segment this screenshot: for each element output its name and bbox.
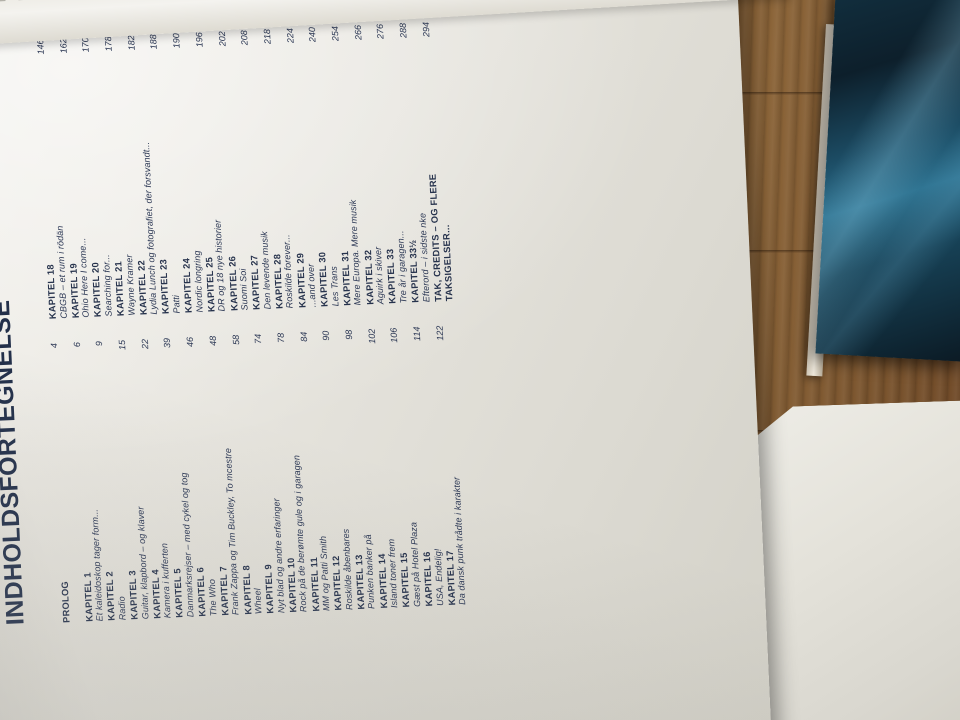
toc-entry-page-number: 98 <box>343 329 355 340</box>
toc-entry-page-number: 22 <box>139 338 151 350</box>
toc-entry-page-number: 208 <box>239 29 250 46</box>
toc-entry-page-number: 178 <box>103 36 114 52</box>
toc-entry-page-number: 240 <box>307 26 318 43</box>
toc-entry-page-number: 84 <box>298 331 309 343</box>
toc-entry-page-number: 188 <box>148 34 160 50</box>
toc-entry-chapter: KAPITEL 6 <box>195 566 208 617</box>
toc-entry-page-number: 15 <box>116 339 128 351</box>
toc-entry-page-number: 276 <box>375 23 386 40</box>
open-book-page: INDHOLDSFORTEGNELSE PROLOG 4 KAPITEL 1 Et k… <box>0 0 772 720</box>
toc-entry-subtitle: USA, Endelig! <box>432 548 445 607</box>
toc-entry-chapter: KAPITEL 8 <box>240 564 253 615</box>
toc-entry-page-number: 74 <box>252 333 264 345</box>
toc-entry-subtitle: Les Trans <box>328 265 341 307</box>
toc-entry-page-number: 6 <box>71 341 82 348</box>
toc-entry-page-number: 202 <box>216 30 228 47</box>
toc-entry-page-number: 48 <box>207 335 219 347</box>
toc-entry-subtitle: Tre år i garagen... <box>395 230 409 304</box>
toc-entry-subtitle: Punken banker på <box>363 534 377 610</box>
toc-entry-chapter: KAPITEL 2 <box>104 571 117 622</box>
toc-entry-page-number: 90 <box>320 330 332 342</box>
toc-content: INDHOLDSFORTEGNELSE PROLOG 4 KAPITEL 1 Et k… <box>0 7 595 634</box>
toc-entry-subtitle: Suomi Soi <box>237 268 250 311</box>
toc-entry-page-number: 4 <box>48 342 60 349</box>
toc-entry-subtitle: ...and over <box>305 263 318 308</box>
toc-entry-page-number: 218 <box>261 28 273 45</box>
toc-entry-chapter: KAPITEL 23 <box>158 258 172 315</box>
toc-entry-subtitle: Wheel <box>252 587 264 615</box>
toc-entry-page-number: 106 <box>388 327 400 343</box>
toc-entry-chapter: KAPITEL 29 <box>294 252 308 309</box>
toc-entry-subtitle: The Who <box>206 578 219 617</box>
toc-entry-subtitle: MM og Patti Smith <box>318 535 332 612</box>
toc-entry-page-number: 266 <box>352 24 364 41</box>
toc-entry-page-number: 190 <box>171 33 182 49</box>
toc-entry-page-number: 196 <box>193 32 205 48</box>
toc-entry-page-number: 146 <box>35 39 46 55</box>
toc-entry-page-number: 254 <box>329 25 341 42</box>
toc-entry-subtitle: Wayne Kramer <box>123 254 137 316</box>
toc-entry-chapter: KAPITEL 26 <box>226 255 240 312</box>
toc-entry-subtitle: Patti <box>170 294 182 314</box>
toc-entry-chapter: PROLOG <box>59 580 72 624</box>
toc-entry-page-number: 9 <box>94 340 105 347</box>
toc-entry-page-number: 288 <box>397 22 409 39</box>
toc-entry-page-number: 224 <box>284 27 296 44</box>
toc-entry-page-number: 122 <box>434 325 445 341</box>
toc-entry-page-number: 170 <box>80 37 92 53</box>
toc-entry-page-number: 294 <box>420 21 432 38</box>
toc-entry-subtitle: Den levende musik <box>258 231 273 310</box>
toc-entry-subtitle: Radio <box>116 596 128 621</box>
toc-entry-subtitle: Island toner frem <box>386 538 400 609</box>
toc-entry-page-number: 114 <box>411 326 423 342</box>
toc-entry-page-number: 182 <box>125 35 137 51</box>
toc-column-left: PROLOG 4 KAPITEL 1 Et kaleidoskop tager for… <box>49 325 470 623</box>
toc-entry-subtitle: Aguirk i skiver <box>373 246 386 305</box>
side-book-cover: Steder og Musik <box>815 0 960 362</box>
rotated-text-block: INDHOLDSFORTEGNELSE PROLOG 4 KAPITEL 1 Et k… <box>0 7 595 634</box>
toc-entry-subtitle: Roskilde forever... <box>281 234 295 309</box>
page-title: INDHOLDSFORTEGNELSE <box>0 299 30 626</box>
toc-entry-subtitle: Nordic longring <box>191 250 205 313</box>
toc-entry-page-number: 162 <box>57 38 69 54</box>
toc-entry-page-number: 46 <box>184 336 196 348</box>
toc-entry-chapter: KAPITEL 30 <box>317 251 330 308</box>
toc-entry-page-number: 102 <box>366 328 377 344</box>
toc-entry-subtitle: Searching for... <box>100 254 114 317</box>
toc-column-right: KAPITEL 18 CBGB – et rum i rödän 146 KAPITE… <box>35 21 456 320</box>
toc-entry-page-number: 78 <box>275 332 287 344</box>
cover-sheen <box>815 0 960 362</box>
toc-entry-page-number: 58 <box>230 334 241 346</box>
toc-entry-subtitle: Kamera i kufferten <box>159 542 173 619</box>
toc-entry-page-number: 39 <box>162 337 173 349</box>
